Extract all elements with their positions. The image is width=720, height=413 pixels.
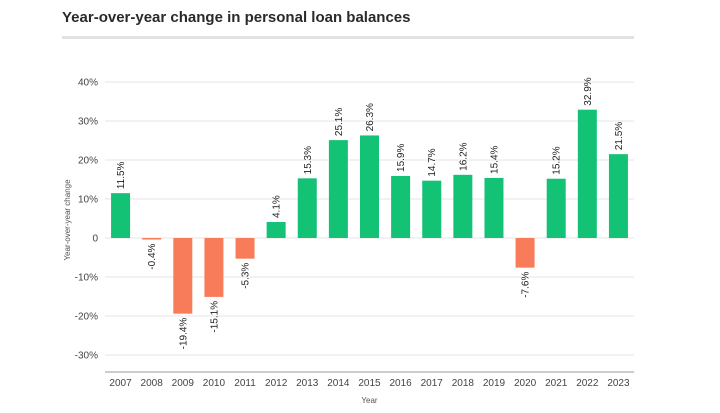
bar-2023 [608,154,628,238]
data-label: 14.7% [427,148,438,176]
data-label: 11.5% [116,161,127,189]
bar-2011 [235,238,255,259]
y-tick-label: 10% [78,195,98,206]
x-tick-label: 2009 [172,378,195,389]
data-label: 15.3% [303,146,314,174]
bar-2014 [328,140,348,238]
y-tick-label: -20% [75,312,98,323]
data-label: -0.4% [147,243,158,269]
bar-2008 [142,238,162,240]
y-tick-label: 30% [78,117,98,128]
y-axis-label: Year-over-year change [63,179,72,261]
data-label: 15.9% [396,144,407,172]
bar-2013 [297,178,317,238]
x-tick-label: 2008 [141,378,164,389]
data-label: 21.5% [614,122,625,150]
bar-2009 [173,238,193,314]
x-tick-label: 2014 [327,378,350,389]
x-tick-label: 2020 [514,378,537,389]
data-label: -5.3% [241,263,252,289]
x-tick-label: 2021 [545,378,568,389]
data-label: 16.2% [458,142,469,170]
y-axis-ticks: 40% 30% 20% 10% 0 -10% -20% -30% [75,78,99,362]
x-tick-label: 2010 [203,378,226,389]
data-label: 15.4% [489,145,500,173]
y-tick-label: 20% [78,156,98,167]
data-label: 32.9% [583,77,594,105]
x-tick-label: 2022 [576,378,599,389]
x-axis-ticks: 2007 2008 2009 2010 2011 2012 2013 2014 2015 2016… [109,378,630,389]
y-tick-label: 0 [92,234,98,245]
bar-2015 [360,135,379,238]
bar-2018 [453,174,473,238]
x-tick-label: 2011 [234,378,256,389]
bar-2016 [391,175,411,238]
data-labels: 11.5% -0.4% -19.4% -15.1% -5.3% 4.1% 15.3% 25.1… [116,77,625,349]
y-tick-label: -30% [75,351,98,362]
bar-2022 [577,109,597,238]
bar-2010 [204,238,224,297]
chart-title: Year-over-year change in personal loan b… [62,9,411,26]
data-label: -15.1% [209,301,220,333]
bar-2007 [111,193,131,238]
x-tick-label: 2019 [483,378,506,389]
x-axis-label: Year [361,396,378,405]
data-label: -19.4% [178,318,189,350]
data-label: 15.2% [552,146,563,174]
bar-2017 [422,180,442,238]
data-label: 25.1% [334,108,345,136]
x-tick-label: 2017 [421,378,444,389]
title-divider [62,36,634,39]
bars [111,109,628,314]
x-tick-label: 2007 [109,378,132,389]
data-label: -7.6% [521,272,532,298]
bar-2019 [484,177,504,238]
x-tick-label: 2016 [389,378,412,389]
data-label: 26.3% [365,103,376,131]
bar-2020 [515,238,535,268]
x-tick-label: 2018 [452,378,475,389]
x-tick-label: 2013 [296,378,319,389]
y-tick-label: 40% [78,78,98,89]
bar-2021 [546,178,566,238]
data-label: 4.1% [272,195,283,218]
y-tick-label: -10% [75,273,98,284]
x-tick-label: 2023 [607,378,630,389]
bar-2012 [266,222,286,238]
x-tick-label: 2015 [358,378,381,389]
x-tick-label: 2012 [265,378,288,389]
